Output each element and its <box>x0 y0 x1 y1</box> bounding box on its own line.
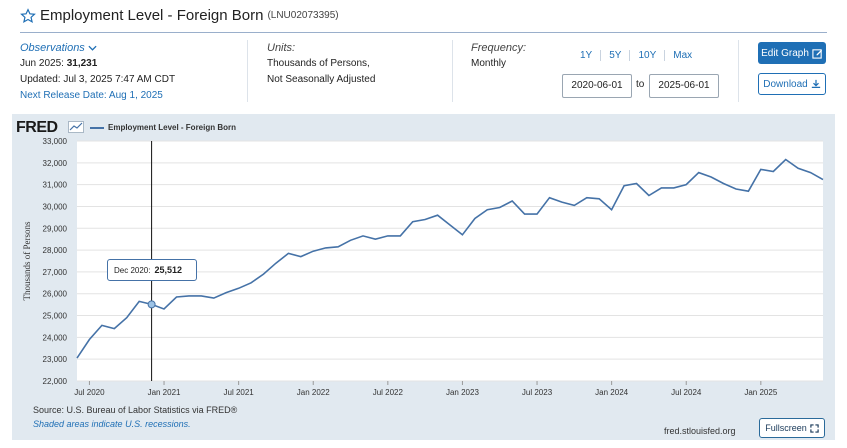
hover-point <box>147 300 156 309</box>
y-tick-label: 27,000 <box>43 268 68 277</box>
y-axis-label: Thousands of Persons <box>22 221 32 300</box>
fred-logo-graph-icon <box>68 121 84 133</box>
range-10y-link[interactable]: 10Y <box>630 50 666 61</box>
page-title: Employment Level - Foreign Born <box>40 7 264 24</box>
download-label: Download <box>763 78 808 90</box>
range-1y-link[interactable]: 1Y <box>572 50 602 61</box>
x-tick-label: Jul 2023 <box>522 388 553 397</box>
x-tick-label: Jul 2024 <box>671 388 702 397</box>
fullscreen-label: Fullscreen <box>765 423 807 433</box>
range-5y-link[interactable]: 5Y <box>601 50 631 61</box>
x-tick-label: Jul 2022 <box>373 388 404 397</box>
end-date-input[interactable]: 2025-06-01 <box>649 74 719 98</box>
observations-dropdown[interactable]: Observations <box>20 40 175 56</box>
divider <box>452 40 453 102</box>
x-tick-label: Jul 2021 <box>224 388 255 397</box>
edit-graph-label: Edit Graph <box>761 47 809 59</box>
plot-area <box>77 141 823 381</box>
latest-prefix: Jun 2025: <box>20 58 64 69</box>
start-date-input[interactable]: 2020-06-01 <box>562 74 632 98</box>
chart-tooltip: Dec 2020: 25,512 <box>107 259 197 281</box>
y-tick-label: 29,000 <box>43 224 68 233</box>
next-release-link[interactable]: Next Release Date: Aug 1, 2025 <box>20 90 163 101</box>
edit-icon <box>812 48 822 59</box>
legend-swatch <box>90 126 104 129</box>
x-tick-label: Jul 2020 <box>74 388 105 397</box>
units-line2: Not Seasonally Adjusted <box>267 74 376 85</box>
download-icon <box>811 79 820 88</box>
x-tick-label: Jan 2024 <box>595 388 628 397</box>
chart-legend: Employment Level - Foreign Born <box>90 123 236 132</box>
y-tick-label: 25,000 <box>43 312 68 321</box>
y-tick-label: 33,000 <box>43 137 68 146</box>
latest-observation: Jun 2025: 31,231 <box>20 56 175 72</box>
observations-label[interactable]: Observations <box>20 42 85 54</box>
x-tick-label: Jan 2021 <box>148 388 181 397</box>
range-links: 1Y 5Y 10Y Max <box>572 50 700 61</box>
x-tick-label: Jan 2023 <box>446 388 479 397</box>
star-icon[interactable] <box>20 7 36 24</box>
y-tick-label: 31,000 <box>43 181 68 190</box>
y-tick-label: 26,000 <box>43 290 68 299</box>
source-text: Source: U.S. Bureau of Labor Statistics … <box>33 405 238 415</box>
y-tick-label: 32,000 <box>43 159 68 168</box>
fred-logo: FRED <box>16 119 58 136</box>
y-tick-label: 28,000 <box>43 246 68 255</box>
edit-graph-button[interactable]: Edit Graph <box>758 42 826 64</box>
y-tick-label: 22,000 <box>43 377 68 386</box>
y-tick-label: 23,000 <box>43 355 68 364</box>
updated-text: Updated: Jul 3, 2025 7:47 AM CDT <box>20 74 176 85</box>
title-row: Employment Level - Foreign Born (LNU0207… <box>20 7 339 24</box>
chevron-down-icon <box>88 45 97 51</box>
frequency-value: Monthly <box>471 58 507 69</box>
divider <box>738 40 739 102</box>
fullscreen-icon <box>810 423 819 433</box>
fullscreen-button[interactable]: Fullscreen <box>759 418 825 438</box>
units-line1: Thousands of Persons, <box>267 58 370 69</box>
frequency-label: Frequency: <box>471 42 527 54</box>
units-block: Units: Thousands of Persons, Not Seasona… <box>267 40 375 88</box>
y-tick-label: 30,000 <box>43 202 68 211</box>
download-button[interactable]: Download <box>758 73 826 95</box>
title-divider <box>20 32 827 33</box>
y-tick-label: 24,000 <box>43 333 68 342</box>
units-label: Units: <box>267 42 296 54</box>
observations-block: Observations Jun 2025: 31,231 Updated: J… <box>20 40 175 104</box>
series-line <box>76 158 824 359</box>
frequency-block: Frequency: Monthly <box>471 40 526 72</box>
divider <box>247 40 248 102</box>
range-max-link[interactable]: Max <box>673 50 693 61</box>
x-tick-label: Jan 2022 <box>297 388 330 397</box>
tooltip-value: 25,512 <box>154 265 182 275</box>
series-id: (LNU02073395) <box>267 10 339 21</box>
fred-url: fred.stlouisfed.org <box>664 426 736 436</box>
legend-label: Employment Level - Foreign Born <box>108 123 237 132</box>
tooltip-label: Dec 2020: <box>114 265 151 275</box>
to-label: to <box>636 79 645 90</box>
latest-value: 31,231 <box>66 58 98 69</box>
recession-note: Shaded areas indicate U.S. recessions. <box>33 419 191 429</box>
x-tick-label: Jan 2025 <box>744 388 777 397</box>
